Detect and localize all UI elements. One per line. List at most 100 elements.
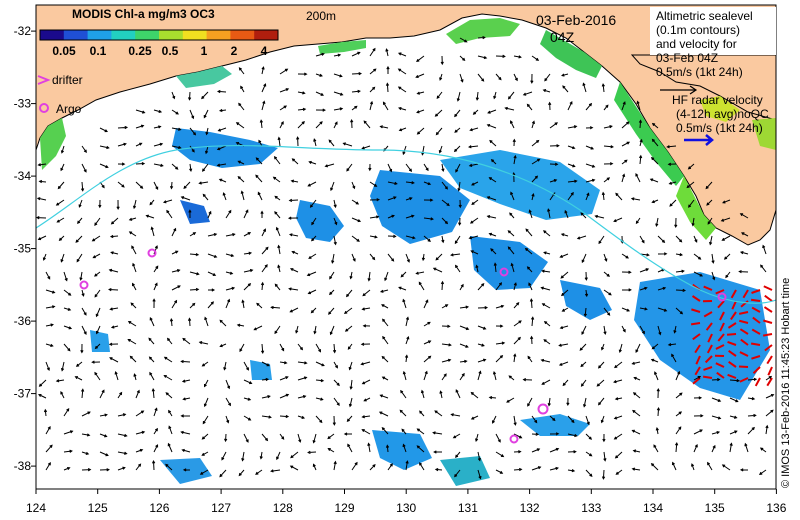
velocity-arrow bbox=[729, 378, 740, 383]
offshore-chlorophyll bbox=[90, 128, 770, 486]
velocity-arrow bbox=[117, 162, 126, 166]
lon-tick-label: 128 bbox=[273, 501, 293, 515]
velocity-arrow bbox=[477, 35, 486, 40]
velocity-arrow bbox=[693, 271, 704, 277]
velocity-arrow bbox=[423, 181, 432, 186]
velocity-arrow bbox=[225, 271, 234, 275]
velocity-arrow bbox=[693, 414, 704, 418]
velocity-arrow bbox=[567, 163, 576, 168]
velocity-arrow bbox=[401, 428, 407, 435]
velocity-arrow bbox=[651, 138, 659, 147]
velocity-arrow bbox=[315, 415, 323, 424]
velocity-arrow bbox=[135, 389, 140, 399]
velocity-arrow bbox=[469, 127, 479, 132]
velocity-arrow bbox=[149, 316, 155, 327]
velocity-arrow bbox=[148, 337, 155, 345]
velocity-arrow bbox=[151, 388, 155, 399]
velocity-arrow bbox=[621, 101, 626, 111]
velocity-arrow bbox=[369, 68, 377, 75]
velocity-arrow bbox=[405, 253, 410, 263]
hf-vector bbox=[727, 340, 737, 346]
velocity-arrow bbox=[421, 145, 425, 156]
velocity-arrow bbox=[415, 271, 425, 275]
sealevel-contour bbox=[35, 144, 777, 304]
lon-tick-label: 135 bbox=[705, 501, 725, 515]
velocity-arrow bbox=[513, 302, 520, 309]
velocity-arrow bbox=[315, 52, 325, 57]
velocity-arrow bbox=[459, 283, 464, 291]
velocity-arrow bbox=[639, 235, 645, 244]
velocity-arrow bbox=[243, 232, 252, 237]
velocity-arrow bbox=[721, 464, 731, 471]
hf-vector bbox=[767, 366, 773, 376]
velocity-arrow bbox=[707, 217, 713, 225]
velocity-arrow bbox=[468, 145, 479, 149]
velocity-arrow bbox=[99, 468, 110, 472]
velocity-arrow bbox=[603, 125, 613, 129]
velocity-arrow bbox=[472, 109, 479, 115]
velocity-arrow bbox=[416, 109, 425, 114]
velocity-arrow bbox=[45, 343, 54, 348]
hf-vector bbox=[690, 322, 701, 326]
velocity-arrow bbox=[369, 198, 380, 202]
velocity-arrow bbox=[513, 73, 518, 82]
velocity-arrow bbox=[149, 199, 155, 206]
velocity-arrow bbox=[117, 451, 128, 455]
velocity-arrow bbox=[675, 269, 685, 273]
velocity-arrow bbox=[297, 91, 306, 95]
velocity-arrow bbox=[741, 232, 749, 237]
altimetry-scale-arrow bbox=[660, 85, 698, 95]
hf-vector bbox=[764, 294, 773, 302]
velocity-arrow bbox=[297, 361, 308, 365]
velocity-arrow bbox=[117, 466, 126, 471]
hf-vector bbox=[692, 377, 701, 385]
latitude-axis: -32 -33 -34 -35 -36 -37 -38 bbox=[14, 24, 36, 473]
velocity-arrow bbox=[291, 158, 299, 165]
velocity-arrow bbox=[495, 324, 504, 328]
velocity-arrow bbox=[477, 55, 488, 60]
velocity-arrow bbox=[108, 268, 119, 273]
velocity-arrow bbox=[549, 179, 558, 183]
hf-vector bbox=[738, 365, 749, 368]
velocity-arrow bbox=[148, 356, 155, 363]
velocity-arrow bbox=[562, 85, 569, 93]
velocity-arrow bbox=[434, 467, 443, 472]
hf-vector bbox=[739, 319, 749, 324]
longitude-axis: 124 125 126 127 128 129 130 131 132 133 134 135 136 bbox=[26, 489, 787, 515]
velocity-arrow bbox=[567, 145, 576, 150]
velocity-arrow bbox=[333, 361, 338, 369]
velocity-arrow bbox=[530, 73, 534, 84]
velocity-arrow bbox=[333, 379, 340, 387]
velocity-arrow bbox=[243, 361, 249, 371]
velocity-arrow bbox=[344, 325, 353, 332]
velocity-arrow bbox=[333, 121, 338, 129]
velocity-arrow bbox=[45, 361, 50, 372]
lon-tick-label: 130 bbox=[396, 501, 416, 515]
velocity-arrow bbox=[45, 323, 54, 327]
velocity-arrow bbox=[758, 469, 767, 475]
velocity-arrow bbox=[621, 325, 626, 333]
hf-vector bbox=[703, 311, 713, 318]
lon-tick-label: 131 bbox=[458, 501, 478, 515]
velocity-arrow bbox=[561, 307, 569, 312]
velocity-arrow bbox=[527, 397, 533, 407]
velocity-arrow bbox=[117, 125, 129, 130]
velocity-arrow bbox=[434, 410, 443, 417]
velocity-arrow bbox=[277, 244, 281, 255]
velocity-arrow bbox=[729, 430, 738, 435]
velocity-arrow bbox=[128, 231, 137, 237]
velocity-arrow bbox=[711, 397, 722, 402]
velocity-arrow bbox=[486, 196, 497, 201]
velocity-arrow bbox=[238, 67, 245, 75]
velocity-arrow bbox=[258, 139, 263, 147]
velocity-arrow bbox=[153, 109, 163, 114]
velocity-arrow bbox=[182, 337, 191, 345]
velocity-arrow bbox=[711, 415, 722, 420]
velocity-arrow bbox=[454, 235, 461, 245]
velocity-arrow bbox=[306, 271, 317, 277]
velocity-arrow bbox=[744, 442, 749, 453]
velocity-arrow bbox=[216, 145, 227, 151]
velocity-arrow bbox=[416, 428, 425, 435]
velocity-arrow bbox=[416, 445, 425, 453]
velocity-arrow bbox=[675, 288, 686, 293]
